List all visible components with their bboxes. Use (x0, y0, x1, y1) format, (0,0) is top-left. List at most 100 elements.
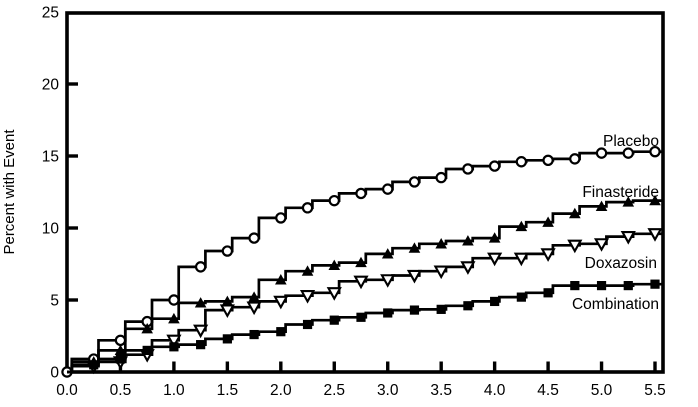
y-tick-label: 25 (42, 5, 59, 22)
circle-marker-icon (569, 153, 581, 165)
triangle-up-marker-icon (542, 216, 554, 227)
circle-marker-icon (622, 147, 634, 159)
circle-marker-icon (355, 187, 367, 200)
triangle-down-marker-icon (273, 295, 289, 310)
circle-marker-icon (488, 160, 501, 172)
circle-marker-icon (515, 156, 528, 168)
square-marker-icon (596, 281, 607, 291)
square-marker-icon (169, 342, 179, 352)
triangle-down-marker-icon (353, 275, 369, 290)
x-tick-label: 0.0 (56, 382, 78, 399)
y-tick-label: 0 (50, 365, 59, 382)
triangle-up-marker-icon (569, 207, 581, 219)
triangle-down-marker-icon (647, 228, 663, 242)
triangle-down-marker-icon (567, 239, 583, 254)
series-label-placebo: Placebo (603, 133, 659, 150)
triangle-down-marker-icon (593, 238, 610, 252)
triangle-down-marker-icon (246, 301, 262, 316)
series-label-combination: Combination (572, 296, 659, 313)
triangle-up-marker-icon (622, 196, 635, 207)
triangle-down-marker-icon (219, 304, 235, 319)
circle-marker-icon (542, 154, 554, 167)
x-tick-label: 5.0 (591, 382, 613, 399)
triangle-up-marker-icon (435, 238, 447, 249)
triangle-up-marker-icon (275, 274, 287, 285)
square-marker-icon (383, 308, 393, 318)
series-line (67, 282, 663, 374)
plot-frame (65, 11, 665, 374)
square-marker-icon (570, 281, 580, 291)
triangle-down-marker-icon (193, 324, 209, 339)
circle-marker-icon (408, 176, 421, 188)
triangle-up-marker-icon (141, 323, 153, 334)
circle-marker-icon (462, 163, 474, 175)
triangle-down-marker-icon (166, 334, 182, 349)
triangle-up-marker-icon (328, 259, 341, 271)
triangle-down-marker-icon (299, 290, 316, 304)
series-label-finasteride: Finasteride (582, 184, 659, 201)
y-tick-label: 20 (42, 77, 60, 94)
x-tick-label: 3.0 (377, 382, 399, 399)
x-tick-label: 1.5 (217, 382, 239, 399)
square-marker-icon (543, 288, 553, 298)
series-combination: Combination (67, 279, 663, 374)
triangle-down-marker-icon (540, 248, 556, 262)
square-marker-icon (650, 279, 660, 289)
triangle-down-marker-icon (487, 252, 503, 267)
circle-marker-icon (168, 294, 180, 306)
triangle-down-marker-icon (513, 252, 529, 267)
square-marker-icon (623, 281, 633, 291)
circle-marker-icon (221, 245, 234, 257)
triangle-up-marker-icon (114, 344, 127, 355)
series-label-doxazosin: Doxazosin (585, 255, 657, 272)
triangle-up-marker-icon (194, 297, 207, 308)
square-marker-icon (436, 304, 446, 314)
x-tick-label: 0.5 (110, 382, 132, 399)
triangle-down-marker-icon (620, 230, 636, 245)
circle-marker-icon (275, 212, 287, 224)
square-marker-icon (222, 334, 232, 344)
triangle-down-marker-icon (460, 261, 476, 275)
triangle-down-marker-icon (433, 265, 449, 280)
square-marker-icon (142, 345, 152, 355)
circle-marker-icon (649, 145, 661, 158)
circle-marker-icon (194, 261, 207, 273)
square-marker-icon (463, 301, 473, 311)
x-tick-label: 2.0 (270, 382, 292, 399)
triangle-up-marker-icon (355, 256, 367, 268)
x-tick-label: 4.5 (537, 382, 559, 399)
triangle-down-marker-icon (326, 287, 342, 301)
triangle-down-marker-icon (380, 274, 396, 288)
series-finasteride: Finasteride (67, 184, 663, 374)
y-axis: 0 5 10 15 20 25 (42, 5, 78, 382)
y-tick-label: 5 (50, 293, 59, 310)
circle-marker-icon (595, 147, 608, 159)
triangle-up-marker-icon (462, 235, 474, 246)
circle-marker-icon (114, 334, 127, 347)
circle-marker-icon (301, 202, 314, 214)
circle-marker-icon (248, 232, 260, 244)
triangle-up-marker-icon (221, 295, 234, 307)
square-marker-icon (196, 340, 206, 350)
circle-marker-icon (328, 194, 340, 207)
x-tick-label: 3.5 (430, 382, 452, 399)
square-marker-icon (490, 296, 500, 307)
triangle-up-marker-icon (515, 220, 528, 232)
triangle-up-marker-icon (408, 242, 421, 253)
square-marker-icon (115, 354, 126, 364)
circle-marker-icon (435, 171, 447, 184)
series-line (67, 199, 663, 374)
triangle-up-marker-icon (381, 248, 394, 259)
square-marker-icon (516, 292, 526, 302)
x-axis: 0.0 0.5 1.0 1.5 2.0 2.5 3.0 3.5 4.0 4.5 5.0 5.5 (56, 361, 666, 399)
triangle-up-marker-icon (301, 265, 314, 276)
triangle-up-marker-icon (649, 194, 661, 206)
square-marker-icon (89, 360, 99, 370)
circle-marker-icon (382, 183, 394, 195)
square-marker-icon (356, 312, 366, 322)
y-tick-label: 15 (42, 149, 59, 166)
triangle-up-marker-icon (488, 232, 501, 243)
